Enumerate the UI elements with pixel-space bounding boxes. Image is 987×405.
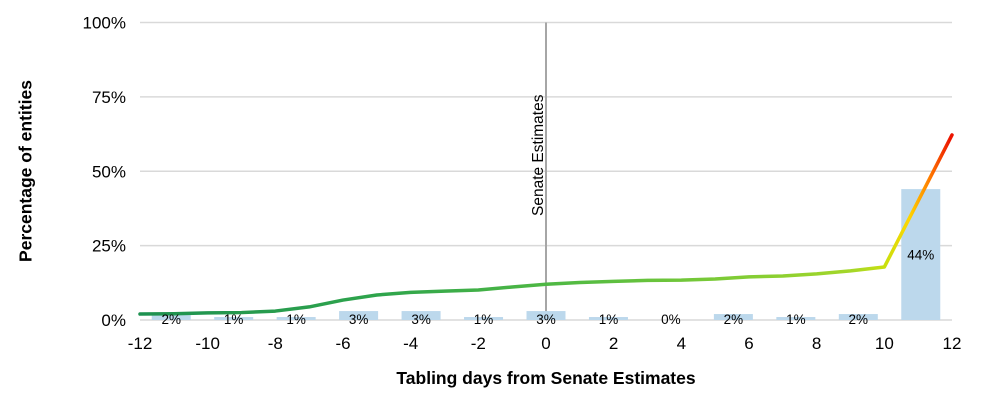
bar (151, 314, 191, 320)
y-tick-label: 0% (101, 311, 126, 330)
bar (588, 317, 628, 320)
x-tick-label: -2 (471, 334, 486, 353)
bar-label: 1% (286, 312, 306, 327)
x-axis-title: Tabling days from Senate Estimates (396, 368, 696, 388)
bar-label: 44% (907, 248, 934, 263)
x-tick-label: 8 (812, 334, 821, 353)
x-tick-label: 12 (943, 334, 962, 353)
x-tick-label: -12 (128, 334, 153, 353)
x-tick-label: 2 (609, 334, 618, 353)
bar (526, 311, 566, 320)
x-tick-label: -4 (403, 334, 418, 353)
bar-label: 2% (849, 312, 869, 327)
bar-label: 3% (349, 312, 369, 327)
x-tick-label: -8 (268, 334, 283, 353)
bar-label: 3% (536, 312, 556, 327)
y-tick-label: 25% (92, 237, 126, 256)
x-tick-label: 10 (875, 334, 894, 353)
x-tick-label: 0 (541, 334, 550, 353)
bar (214, 317, 254, 320)
bar (713, 314, 753, 320)
bar-label: 3% (411, 312, 431, 327)
y-tick-label: 75% (92, 88, 126, 107)
x-tick-label: -6 (335, 334, 350, 353)
bar-label: 0% (661, 312, 681, 327)
cumulative-line (138, 133, 954, 316)
y-tick-label: 50% (92, 162, 126, 181)
x-tick-label: -10 (195, 334, 220, 353)
bar-label: 1% (474, 312, 494, 327)
bar (339, 311, 379, 320)
bar (901, 189, 941, 320)
bar-label: 2% (724, 312, 744, 327)
bar-label: 1% (224, 312, 244, 327)
bar-label: 1% (786, 312, 806, 327)
y-tick-label: 100% (83, 14, 126, 33)
bar (276, 317, 316, 320)
bar (401, 311, 441, 320)
bar (838, 314, 878, 320)
bar (464, 317, 504, 320)
x-tick-label: 6 (744, 334, 753, 353)
x-tick-label: 4 (677, 334, 686, 353)
annotation-senate-estimates: Senate Estimates (530, 94, 547, 216)
bar-label: 1% (599, 312, 619, 327)
bar (776, 317, 816, 320)
bar-label: 2% (161, 312, 181, 327)
